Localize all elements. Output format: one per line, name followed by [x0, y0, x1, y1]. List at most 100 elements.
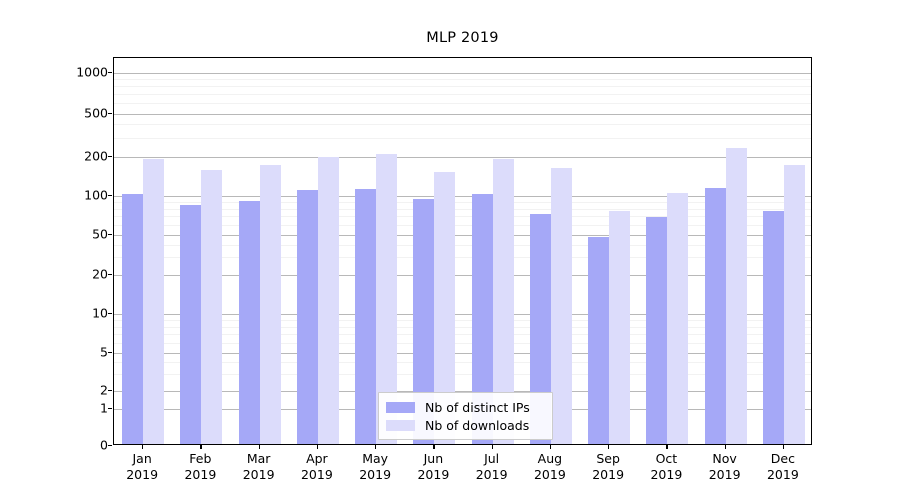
x-axis-tick-month: Oct: [655, 451, 678, 466]
y-axis-tick-label: 100: [84, 187, 108, 203]
x-axis-tick-label: Oct 2019: [650, 451, 682, 483]
y-axis-tick-mark: [108, 408, 112, 410]
bar-downloads: [492, 158, 514, 444]
bar-downloads: [317, 157, 339, 444]
gridline-minor: [114, 208, 811, 210]
y-axis-tick-label: 50: [92, 226, 108, 242]
gridline-minor: [114, 326, 811, 328]
y-axis-tick-label: 1: [100, 400, 108, 416]
legend-label-ips: Nb of distinct IPs: [425, 399, 530, 415]
gridline-major: [114, 391, 811, 392]
x-axis-tick-year: 2019: [708, 467, 741, 482]
y-axis-tick-mark: [108, 234, 112, 236]
gridline-minor: [114, 374, 811, 376]
x-axis-tick-label: Dec 2019: [767, 451, 799, 483]
bar-distinct-ips: [471, 194, 493, 444]
legend-item-downloads: Nb of downloads: [386, 416, 545, 434]
gridline-major: [114, 235, 811, 236]
x-axis-tick-month: Feb: [189, 451, 212, 466]
x-axis-tick-mark: [200, 445, 202, 449]
x-axis-tick-year: 2019: [242, 467, 275, 482]
gridline-minor: [114, 94, 811, 96]
x-axis-tick-month: Aug: [537, 451, 563, 466]
x-axis-tick-month: Nov: [712, 451, 737, 466]
x-axis-tick-year: 2019: [533, 467, 566, 482]
y-axis-labels: 0 1 2 5 10 20 50 100 200 500 1000: [58, 57, 112, 453]
gridline-major: [114, 314, 811, 315]
bar-downloads: [550, 168, 572, 444]
gridline-minor: [114, 86, 811, 88]
x-axis-tick-mark: [316, 445, 319, 449]
x-axis-tick-month: Dec: [770, 451, 795, 466]
x-axis-ticks: [113, 445, 812, 451]
x-axis-tick-mark: [782, 445, 785, 449]
x-axis-tick-month: Mar: [246, 451, 271, 466]
bar-downloads: [783, 165, 805, 444]
gridline-major: [114, 353, 811, 354]
y-axis-tick-mark: [108, 72, 112, 74]
x-axis-tick-year: 2019: [417, 467, 450, 482]
x-axis-tick-mark: [724, 445, 726, 449]
x-axis-tick-label: Jan 2019: [126, 451, 158, 483]
bar-downloads: [667, 193, 689, 444]
y-axis-tick-mark: [108, 313, 112, 315]
y-axis-tick-mark: [108, 113, 112, 115]
legend-swatch-downloads: [386, 419, 415, 431]
gridline-major: [114, 73, 811, 74]
y-axis-tick-label: 2: [100, 382, 108, 398]
x-axis-tick-label: Jul 2019: [476, 451, 508, 483]
gridline-major: [114, 157, 811, 158]
x-axis-tick-mark: [491, 445, 493, 449]
y-axis-tick-label: 500: [84, 105, 108, 121]
bar-distinct-ips: [529, 214, 551, 444]
legend-label-downloads: Nb of downloads: [425, 417, 530, 433]
bar-downloads: [434, 171, 456, 444]
bar-distinct-ips: [180, 205, 202, 444]
gridline-minor: [114, 334, 811, 336]
gridline-minor: [114, 79, 811, 81]
x-axis-tick-mark: [375, 445, 377, 449]
y-axis-tick-label: 200: [84, 148, 108, 164]
x-axis-tick-month: Jan: [132, 451, 152, 466]
chart-legend: Nb of distinct IPs Nb of downloads: [378, 392, 553, 440]
x-axis-tick-year: 2019: [126, 467, 159, 482]
x-axis-tick-month: Sep: [596, 451, 620, 466]
gridline-minor: [114, 201, 811, 203]
bars-layer: [114, 58, 811, 444]
y-axis-tick-mark: [108, 352, 112, 354]
bar-distinct-ips: [646, 217, 668, 444]
x-axis-tick-mark: [549, 445, 552, 449]
y-axis-tick-label: 5: [100, 344, 108, 360]
legend-item-ips: Nb of distinct IPs: [386, 398, 545, 416]
gridline-minor: [114, 216, 811, 218]
y-axis-tick-label: 0: [100, 437, 108, 453]
x-axis-tick-label: Nov 2019: [709, 451, 741, 483]
x-axis-tick-label: Apr 2019: [301, 451, 333, 483]
gridline-minor: [114, 124, 811, 126]
bar-distinct-ips: [296, 189, 318, 444]
x-axis-tick-label: Jun 2019: [417, 451, 449, 483]
bar-distinct-ips: [413, 198, 435, 444]
y-axis-tick-mark: [108, 156, 112, 158]
x-axis-tick-label: May 2019: [359, 451, 391, 483]
x-axis-labels: Jan 2019 Feb 2019 Mar 2019 Apr 2019 May 2019 Jun 20…: [113, 451, 812, 495]
x-axis-tick-year: 2019: [359, 467, 392, 482]
x-axis-tick-label: Feb 2019: [184, 451, 216, 483]
y-axis-tick-label: 10: [92, 305, 108, 321]
x-axis-tick-mark: [433, 445, 435, 449]
bar-downloads: [725, 148, 747, 444]
gridline-minor: [114, 137, 811, 139]
bar-downloads: [143, 159, 165, 444]
y-axis-tick-label: 1000: [76, 64, 108, 80]
x-axis-tick-month: Jul: [484, 451, 500, 466]
gridline-minor: [114, 224, 811, 226]
x-axis-tick-label: Aug 2019: [534, 451, 566, 483]
x-axis-tick-mark: [608, 445, 610, 449]
y-axis-tick-mark: [108, 390, 112, 392]
bar-distinct-ips: [704, 187, 726, 444]
chart-title: MLP 2019: [426, 30, 499, 46]
x-axis-tick-month: May: [362, 451, 389, 466]
gridline-minor: [114, 362, 811, 364]
x-axis-tick-year: 2019: [592, 467, 625, 482]
